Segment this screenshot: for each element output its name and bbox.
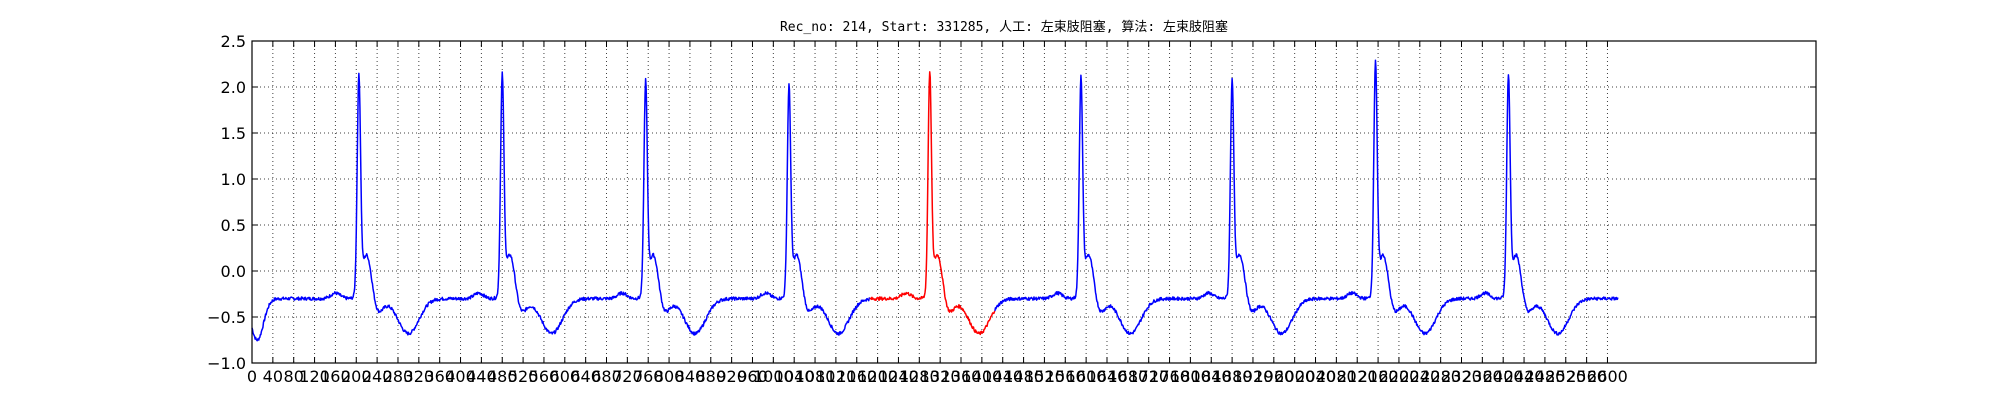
x-tick-label: 2120 [1337, 367, 1378, 386]
x-tick-label: 2520 [1545, 367, 1586, 386]
x-tick-label: 1880 [1212, 367, 1253, 386]
x-tick-label: 1280 [899, 367, 940, 386]
x-tick-label: 1360 [941, 367, 982, 386]
x-tick-label: 1200 [857, 367, 898, 386]
x-tick-label: 760 [633, 367, 664, 386]
x-tick-label: 1080 [795, 367, 836, 386]
x-tick-label: 1120 [816, 367, 857, 386]
x-tick-label: 360 [424, 367, 455, 386]
x-tick-label: 2040 [1295, 367, 1336, 386]
x-tick-label: 2600 [1587, 367, 1628, 386]
x-tick-label: 280 [383, 367, 414, 386]
x-tick-label: 840 [675, 367, 706, 386]
y-tick-label: 0.5 [221, 216, 246, 235]
x-tick-label: 2360 [1462, 367, 1503, 386]
x-tick-label: 400 [445, 367, 476, 386]
x-tick-label: 2440 [1504, 367, 1545, 386]
x-tick-label: 1720 [1128, 367, 1169, 386]
x-tick-label: 1760 [1149, 367, 1190, 386]
x-tick-label: 1240 [878, 367, 919, 386]
x-tick-label: 200 [341, 367, 372, 386]
y-tick-label: 1.0 [221, 170, 246, 189]
x-tick-label: 160 [320, 367, 351, 386]
x-tick-label: 0 [247, 367, 257, 386]
x-tick-label: 1960 [1253, 367, 1294, 386]
x-tick-label: 2240 [1399, 367, 1440, 386]
x-tick-label: 2560 [1566, 367, 1607, 386]
chart-title: Rec_no: 214, Start: 331285, 人工: 左束肢阻塞, 算… [780, 19, 1228, 35]
x-tick-label: 1920 [1233, 367, 1274, 386]
x-tick-label: 2080 [1316, 367, 1357, 386]
y-tick-label: 2.0 [221, 78, 246, 97]
x-tick-label: 1640 [1087, 367, 1128, 386]
x-tick-label: 2320 [1441, 367, 1482, 386]
x-tick-label: 960 [737, 367, 768, 386]
x-tick-label: 1320 [920, 367, 961, 386]
x-tick-label: 520 [508, 367, 539, 386]
x-tick-label: 2280 [1420, 367, 1461, 386]
x-tick-label: 2000 [1274, 367, 1315, 386]
y-tick-label: −1.0 [207, 354, 246, 373]
x-tick-label: 1680 [1107, 367, 1148, 386]
x-tick-label: 2200 [1379, 367, 1420, 386]
x-tick-label: 1600 [1066, 367, 1107, 386]
ticks-layer [251, 40, 1816, 364]
x-tick-label: 720 [612, 367, 643, 386]
x-tick-label: 80 [284, 367, 304, 386]
x-tick-label: 1800 [1170, 367, 1211, 386]
x-tick-label: 320 [404, 367, 435, 386]
x-tick-label: 480 [487, 367, 518, 386]
x-tick-label: 600 [550, 367, 581, 386]
y-tick-label: 1.5 [221, 124, 246, 143]
x-tick-label: 2400 [1483, 367, 1524, 386]
y-tick-label: 2.5 [221, 32, 246, 51]
x-tick-label: 800 [654, 367, 685, 386]
x-tick-label: 560 [529, 367, 560, 386]
series-layer [251, 59, 1619, 342]
ecg-series-line [251, 59, 1619, 342]
x-tick-label: 440 [466, 367, 497, 386]
tick-labels-layer: 0 40 8012016020024028032036040044048052056… [207, 32, 1628, 386]
x-tick-label: 1560 [1045, 367, 1086, 386]
x-tick-label: 1840 [1191, 367, 1232, 386]
y-tick-label: 0.0 [221, 262, 246, 281]
x-tick-label: 240 [362, 367, 393, 386]
x-tick-label: 1480 [1003, 367, 1044, 386]
x-tick-label: 2160 [1358, 367, 1399, 386]
x-tick-label: 120 [299, 367, 330, 386]
x-tick-label: 640 [570, 367, 601, 386]
ecg-highlighted-beat-line [869, 71, 996, 336]
x-tick-label: 1400 [962, 367, 1003, 386]
x-tick-label: 1520 [1024, 367, 1065, 386]
x-tick-label: 880 [695, 367, 726, 386]
grid-layer [251, 40, 1816, 364]
x-tick-label: 40 [263, 367, 283, 386]
y-tick-label: −0.5 [207, 308, 246, 327]
x-tick-label: 1040 [774, 367, 815, 386]
x-tick-label: 1160 [836, 367, 877, 386]
plot-frame [251, 40, 1817, 364]
x-tick-label: 920 [716, 367, 747, 386]
x-tick-label: 680 [591, 367, 622, 386]
x-tick-label: 1440 [982, 367, 1023, 386]
x-tick-label: 1000 [753, 367, 794, 386]
x-tick-label: 2480 [1525, 367, 1566, 386]
